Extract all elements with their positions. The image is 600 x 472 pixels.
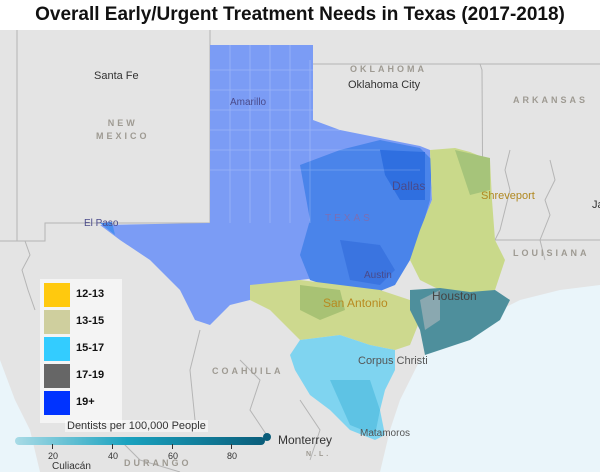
legend-swatch [44,337,70,361]
city-label-el-paso: El Paso [84,218,119,229]
scale-tick [231,444,232,449]
legend-swatch [44,364,70,388]
city-label-oklahoma-city: Oklahoma City [348,79,421,91]
map-title: Overall Early/Urgent Treatment Needs in … [0,0,600,30]
legend-swatch [44,283,70,307]
legend-label: 13-15 [76,315,105,327]
state-label-durango: DURANGO [124,458,192,468]
state-label-nuevo-leon: N.L. [306,451,332,458]
state-label-oklahoma: OKLAHOMA [350,64,427,74]
legend-item-12-13: 12-13 [44,283,122,309]
gulf-water [380,285,600,472]
city-label-matamoros: Matamoros [360,428,411,439]
city-label-austin: Austin [364,270,392,281]
monterrey-marker [263,433,271,441]
city-label-houston: Houston [432,289,477,303]
region-san-antonio [250,280,420,350]
county-grid [210,45,420,223]
region-dallas [380,150,425,200]
city-label-jackson-partial: Ja [592,199,600,211]
scale-title: Dentists per 100,000 People [65,420,208,432]
legend-label: 19+ [76,396,95,408]
scale-gradient-bar [15,437,265,445]
state-label-louisiana: LOUISIANA [513,248,590,258]
map-canvas[interactable] [0,30,600,472]
scale-tick-label: 60 [167,451,179,461]
city-label-amarillo: Amarillo [230,97,267,108]
scale-tick [112,444,113,449]
legend-item-15-17: 15-17 [44,337,122,363]
legend-item-19-plus: 19+ [44,391,122,417]
state-label-arkansas: ARKANSAS [513,95,589,105]
scale-tick [52,444,53,449]
city-label-shreveport: Shreveport [481,190,535,202]
state-label-texas: TEXAS [325,213,373,224]
region-austin [340,240,395,285]
city-label-monterrey: Monterrey [278,433,333,447]
dentists-scale-legend: Dentists per 100,000 People 20 40 60 80 [15,420,265,470]
city-label-dallas: Dallas [392,179,426,193]
city-label-culiacan: Culiacán [52,461,91,472]
legend-swatch [44,310,70,334]
state-label-coahuila: COAHUILA [212,366,284,376]
state-label-new-mexico: NEW MEXICO [96,118,150,141]
city-label-corpus-christi: Corpus Christi [358,355,428,367]
scale-tick-label: 80 [226,451,238,461]
legend-label: 17-19 [76,369,105,381]
scale-tick-label: 40 [107,451,119,461]
legend-label: 15-17 [76,342,105,354]
legend-item-13-15: 13-15 [44,310,122,336]
legend-label: 12-13 [76,288,105,300]
scale-tick [172,444,173,449]
city-label-san-antonio: San Antonio [323,296,388,310]
scale-tick-label: 20 [47,451,59,461]
legend-item-17-19: 17-19 [44,364,122,390]
legend-swatch [44,391,70,415]
category-legend: 12-13 13-15 15-17 17-19 19+ [40,279,122,423]
city-label-santa-fe: Santa Fe [94,70,139,82]
